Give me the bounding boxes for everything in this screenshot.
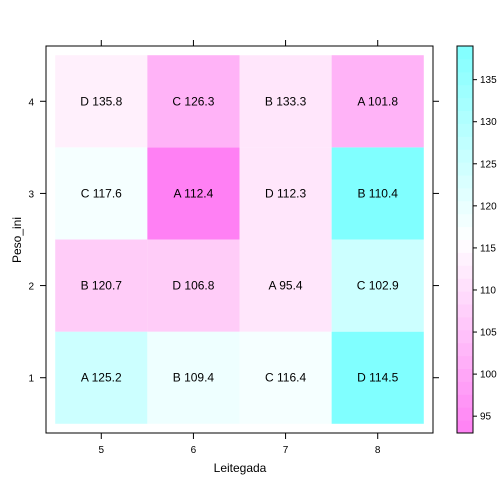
cell-label: D 114.5 [357,371,398,385]
color-key-band [457,291,473,305]
cell-label: B 120.7 [81,279,123,293]
color-key-band [457,278,473,292]
color-key-band [457,213,473,228]
color-key-band [457,200,473,215]
heatmap-cells [55,55,424,424]
heatmap-cell [147,55,240,148]
color-key-band [457,252,473,266]
cell-label: D 112.3 [265,186,306,200]
axis-ticks: 5 6 7 8 1 2 3 4 [28,40,439,456]
color-key-tick-label: 120 [480,201,497,212]
y-tick-label: 4 [28,97,34,108]
color-key-tick-label: 135 [480,75,497,86]
cell-label: B 133.3 [265,94,307,108]
color-key-tick-label: 105 [480,328,497,339]
color-key-band [457,71,473,86]
cell-label: C 102.9 [357,279,399,293]
cell-label: D 135.8 [80,94,122,108]
color-key-band [457,368,473,382]
color-key-tick-label: 130 [480,117,497,128]
heatmap-cell [239,147,332,240]
color-key-band [457,239,473,253]
color-key-band [457,381,473,395]
color-key-band [457,407,473,421]
color-key-tick-label: 115 [480,243,496,254]
plot-panel-border [45,45,434,434]
heatmap-cell [55,239,148,332]
color-key-band [457,420,473,434]
color-key-tick-label: 110 [480,285,496,296]
heatmap-cell [239,331,332,424]
cell-label: C 126.3 [172,94,214,108]
cell-label: B 109.4 [173,371,215,385]
color-key: 95 100 105 110 115 120 125 130 135 [456,45,497,434]
color-key-band [457,149,473,163]
heatmap-cell [239,239,332,332]
color-key-band [457,84,473,99]
color-key-band [457,187,473,202]
heatmap-cell [55,55,148,148]
color-key-tick-label: 95 [480,412,492,423]
color-key-border [456,45,474,434]
cell-label: C 116.4 [265,371,306,385]
heatmap-cell [239,55,332,148]
color-key-band [457,97,473,111]
color-key-band [457,304,473,318]
y-tick-label: 3 [28,189,34,200]
color-key-band [457,110,473,124]
color-key-band [457,226,473,240]
color-key-band [457,265,473,279]
heatmap-cell [147,331,240,424]
color-key-band [457,46,473,60]
cell-label: A 112.4 [174,186,214,200]
x-tick-label: 6 [191,445,197,456]
y-tick-label: 1 [28,374,34,385]
x-tick-label: 5 [99,445,105,456]
color-key-band [457,342,473,357]
heatmap-cell [55,147,148,240]
x-tick-label: 8 [375,445,381,456]
cell-label: A 101.8 [357,94,398,108]
color-key-band [457,136,473,150]
cell-label: A 125.2 [81,371,122,385]
cell-label: A 95.4 [269,279,303,293]
heatmap-cell [55,331,148,424]
heatmap-cell [331,55,424,148]
color-key-band [457,175,473,189]
color-key-band [457,316,473,331]
color-key-band [457,329,473,344]
cell-label: B 110.4 [357,186,398,200]
color-key-band [457,58,473,73]
cell-label: D 106.8 [172,279,214,293]
color-key-band [457,394,473,408]
heatmap-cell [331,239,424,332]
x-tick-label: 7 [283,445,289,456]
color-key-tick-label: 125 [480,159,497,170]
cell-label: C 117.6 [81,186,122,200]
y-axis-title: Peso_ini [10,217,24,263]
heatmap-cell [147,147,240,240]
heatmap-cell-labels: A 125.2 B 109.4 C 116.4 D 114.5 B 120.7 D 106… [80,94,399,384]
color-key-tick-label: 100 [480,370,497,381]
color-key-band [457,355,473,369]
heatmap-cell [331,331,424,424]
heatmap-cell [331,147,424,240]
color-key-band [457,162,473,176]
color-key-band [457,123,473,137]
heatmap-cell [147,239,240,332]
y-tick-label: 2 [28,282,34,293]
x-axis-title: Leitegada [214,461,267,475]
